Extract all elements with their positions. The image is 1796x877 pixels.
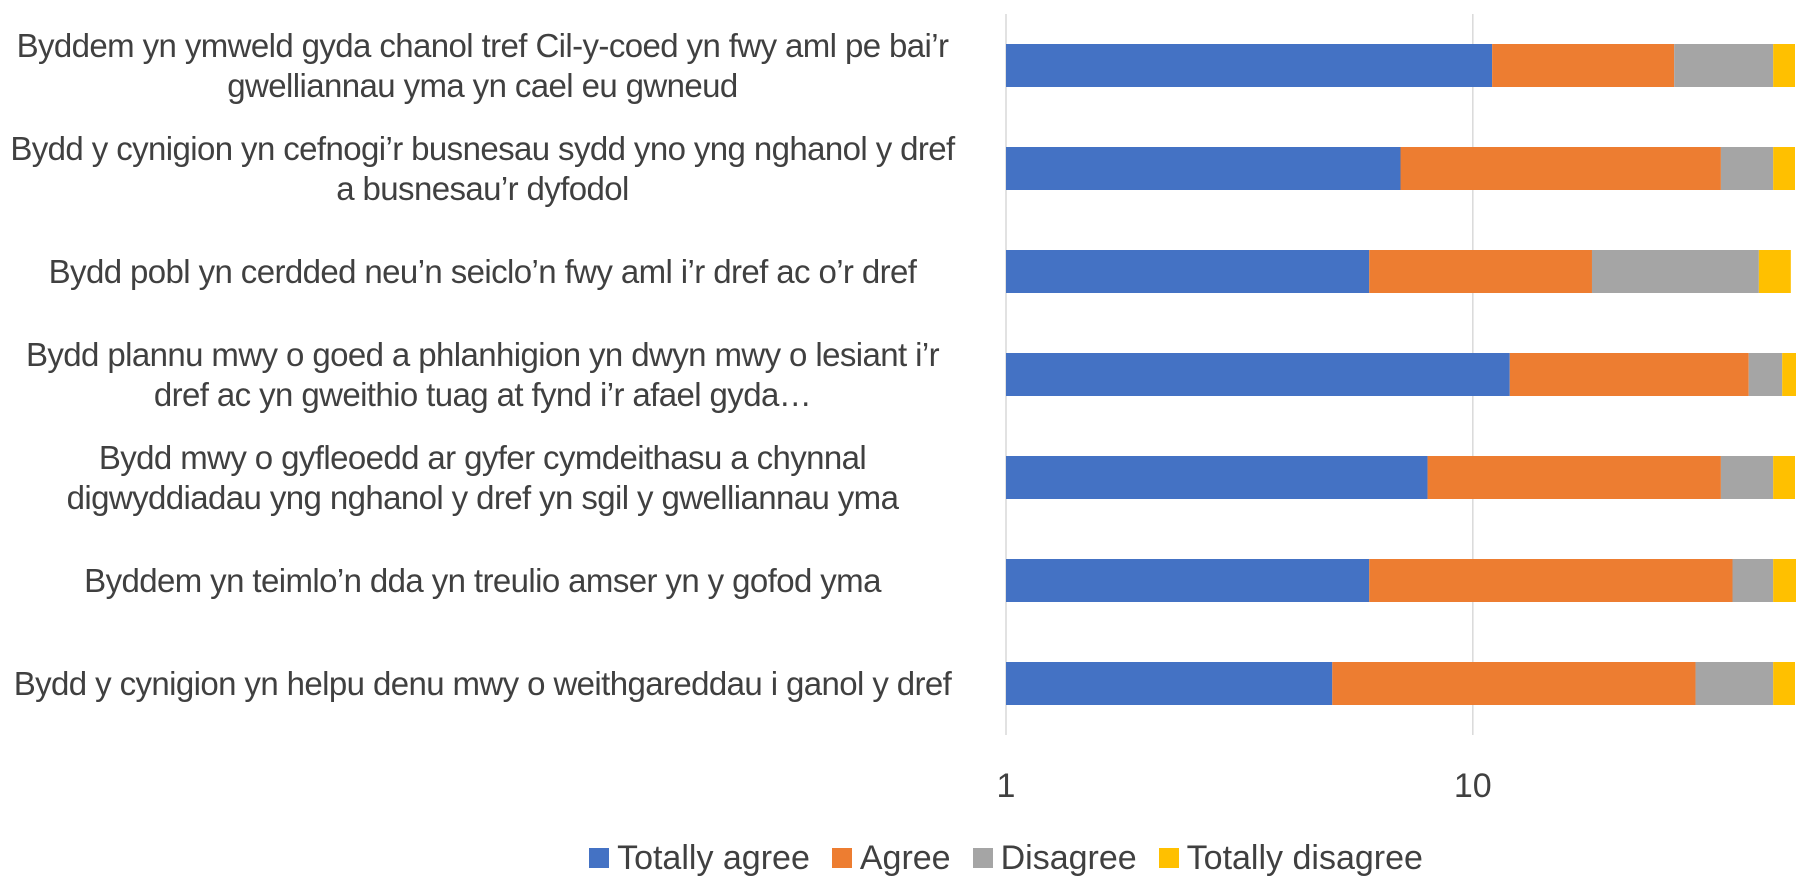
bar-segment	[1006, 662, 1333, 705]
category-label: Bydd plannu mwy o goed a phlanhigion yn …	[25, 335, 940, 413]
legend-item: Agree	[831, 836, 951, 877]
bar-segment	[1427, 456, 1721, 499]
legend: Totally agree Agree Disagree Totally disagr…	[0, 836, 1796, 877]
legend-label: Totally disagree	[1186, 838, 1423, 877]
legend-label: Agree	[859, 838, 951, 877]
bar-segment	[1509, 353, 1749, 396]
bar-segment	[1773, 147, 1795, 190]
category-label: Bydd y cynigion yn cefnogi’r busnesau sy…	[10, 129, 955, 207]
legend-label: Disagree	[1000, 838, 1137, 877]
bar-segment	[1006, 456, 1428, 499]
category-label: Bydd pobl yn cerdded neu’n seiclo’n fwy …	[48, 252, 917, 290]
x-tick-label: 10	[1454, 767, 1492, 805]
bar-segment	[1369, 559, 1733, 602]
bar-segment	[1732, 559, 1774, 602]
legend-swatch	[831, 848, 852, 868]
legend-swatch	[1158, 848, 1179, 868]
bar-segment	[1400, 147, 1721, 190]
bar-segment	[1695, 662, 1774, 705]
bar-segment	[1782, 353, 1796, 396]
bar-segment	[1748, 353, 1783, 396]
bar-segment	[1006, 353, 1510, 396]
bar-segment	[1773, 559, 1796, 602]
bar-segment	[1758, 250, 1791, 293]
bar-segment	[1720, 456, 1774, 499]
bar-segment	[1773, 456, 1795, 499]
bar-segment	[1591, 250, 1759, 293]
bar-segment	[1006, 250, 1370, 293]
bar-segment	[1332, 662, 1696, 705]
legend-swatch	[972, 848, 993, 868]
legend-label: Totally agree	[617, 838, 810, 877]
x-tick-label: 1	[997, 767, 1016, 805]
bar-segment	[1773, 44, 1795, 87]
bar-segment	[1006, 44, 1493, 87]
category-label: Bydd y cynigion yn helpu denu mwy o weit…	[13, 664, 952, 702]
bar-segment	[1006, 147, 1401, 190]
bar-segment	[1773, 662, 1795, 705]
bar-segment	[1720, 147, 1774, 190]
legend-swatch	[589, 848, 610, 868]
bar-segment	[1674, 44, 1774, 87]
category-label: Byddem yn teimlo’n dda yn treulio amser …	[84, 561, 881, 599]
legend-item: Totally agree	[589, 836, 810, 877]
legend-item: Totally disagree	[1158, 836, 1423, 877]
bar-segment	[1369, 250, 1592, 293]
bar-segment	[1006, 559, 1370, 602]
legend-item: Disagree	[972, 836, 1137, 877]
category-label: Byddem yn ymweld gyda chanol tref Cil-y-…	[16, 26, 949, 104]
category-label: Bydd mwy o gyfleoedd ar gyfer cymdeithas…	[66, 438, 899, 516]
bar-segment	[1492, 44, 1675, 87]
